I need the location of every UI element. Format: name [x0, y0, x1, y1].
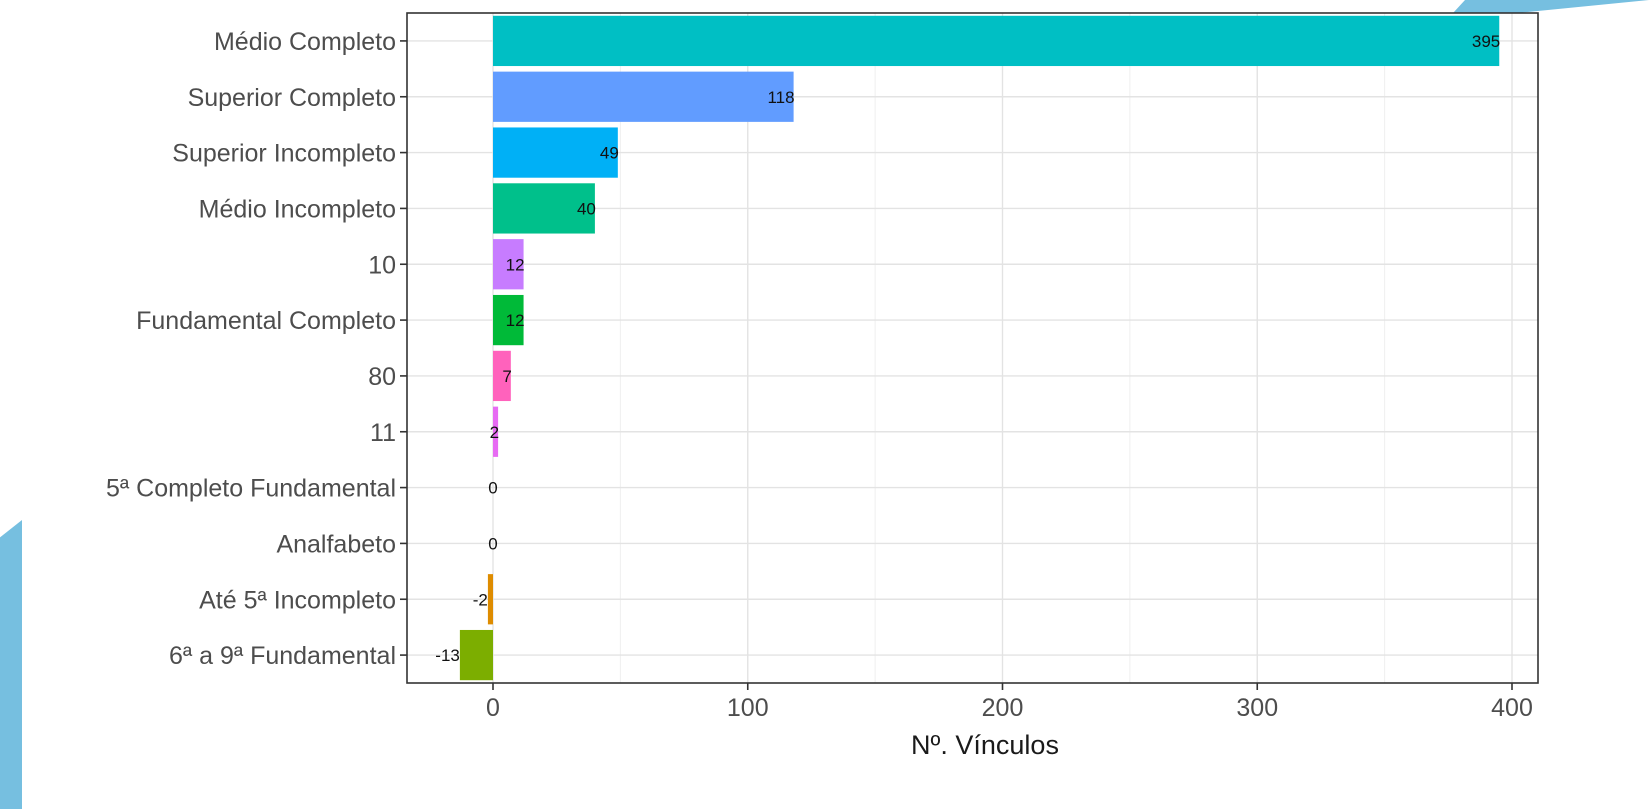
x-tick-label: 300 — [1236, 694, 1278, 722]
x-tick-label: 400 — [1491, 694, 1533, 722]
bar — [459, 629, 493, 681]
plot-background — [407, 13, 1538, 683]
category-label: Analfabeto — [276, 530, 396, 558]
x-axis: 0 100 200 300 400 — [486, 683, 1533, 722]
data-labels: 395 118 49 40 12 12 7 2 0 0 -2 -13 — [435, 32, 1500, 665]
bar — [493, 294, 524, 346]
category-label: Até 5ª Incompleto — [199, 586, 396, 614]
category-label: Médio Incompleto — [199, 195, 396, 223]
decorative-accent-left — [0, 520, 22, 809]
data-label: 395 — [1472, 32, 1500, 51]
category-label: 11 — [370, 419, 396, 447]
data-label: 2 — [490, 423, 499, 442]
category-label: 5ª Completo Fundamental — [106, 475, 396, 503]
bar — [493, 406, 499, 457]
bars — [459, 15, 1500, 681]
plot-border — [406, 12, 1539, 684]
category-label: Superior Incompleto — [172, 140, 396, 168]
x-tick-label: 0 — [486, 694, 500, 722]
x-tick-label: 100 — [727, 694, 769, 722]
data-label: -13 — [435, 646, 460, 665]
category-label: 10 — [368, 251, 396, 279]
category-label: 80 — [368, 363, 396, 391]
data-label: 118 — [767, 88, 794, 107]
data-label: 0 — [488, 479, 497, 498]
data-label: 12 — [506, 255, 525, 274]
bar — [493, 71, 794, 122]
x-axis-title: Nº. Vínculos — [911, 730, 1059, 760]
data-label: 7 — [502, 367, 511, 386]
data-label: -2 — [473, 590, 488, 609]
bar — [493, 127, 618, 178]
bar — [487, 574, 493, 625]
bar — [493, 15, 1500, 67]
bar — [493, 350, 511, 402]
data-label: 40 — [577, 199, 596, 218]
x-tick-label: 200 — [982, 694, 1024, 722]
data-label: 49 — [600, 144, 619, 163]
category-label: Fundamental Completo — [136, 307, 396, 335]
category-label: Superior Completo — [188, 84, 396, 112]
category-label: Médio Completo — [214, 28, 396, 56]
bar — [493, 239, 524, 290]
data-label: 0 — [488, 534, 497, 553]
y-axis: Médio Completo Superior Completo Superior … — [106, 28, 407, 670]
bar — [493, 183, 595, 234]
data-label: 12 — [506, 311, 525, 330]
category-label: 6ª a 9ª Fundamental — [169, 642, 396, 670]
